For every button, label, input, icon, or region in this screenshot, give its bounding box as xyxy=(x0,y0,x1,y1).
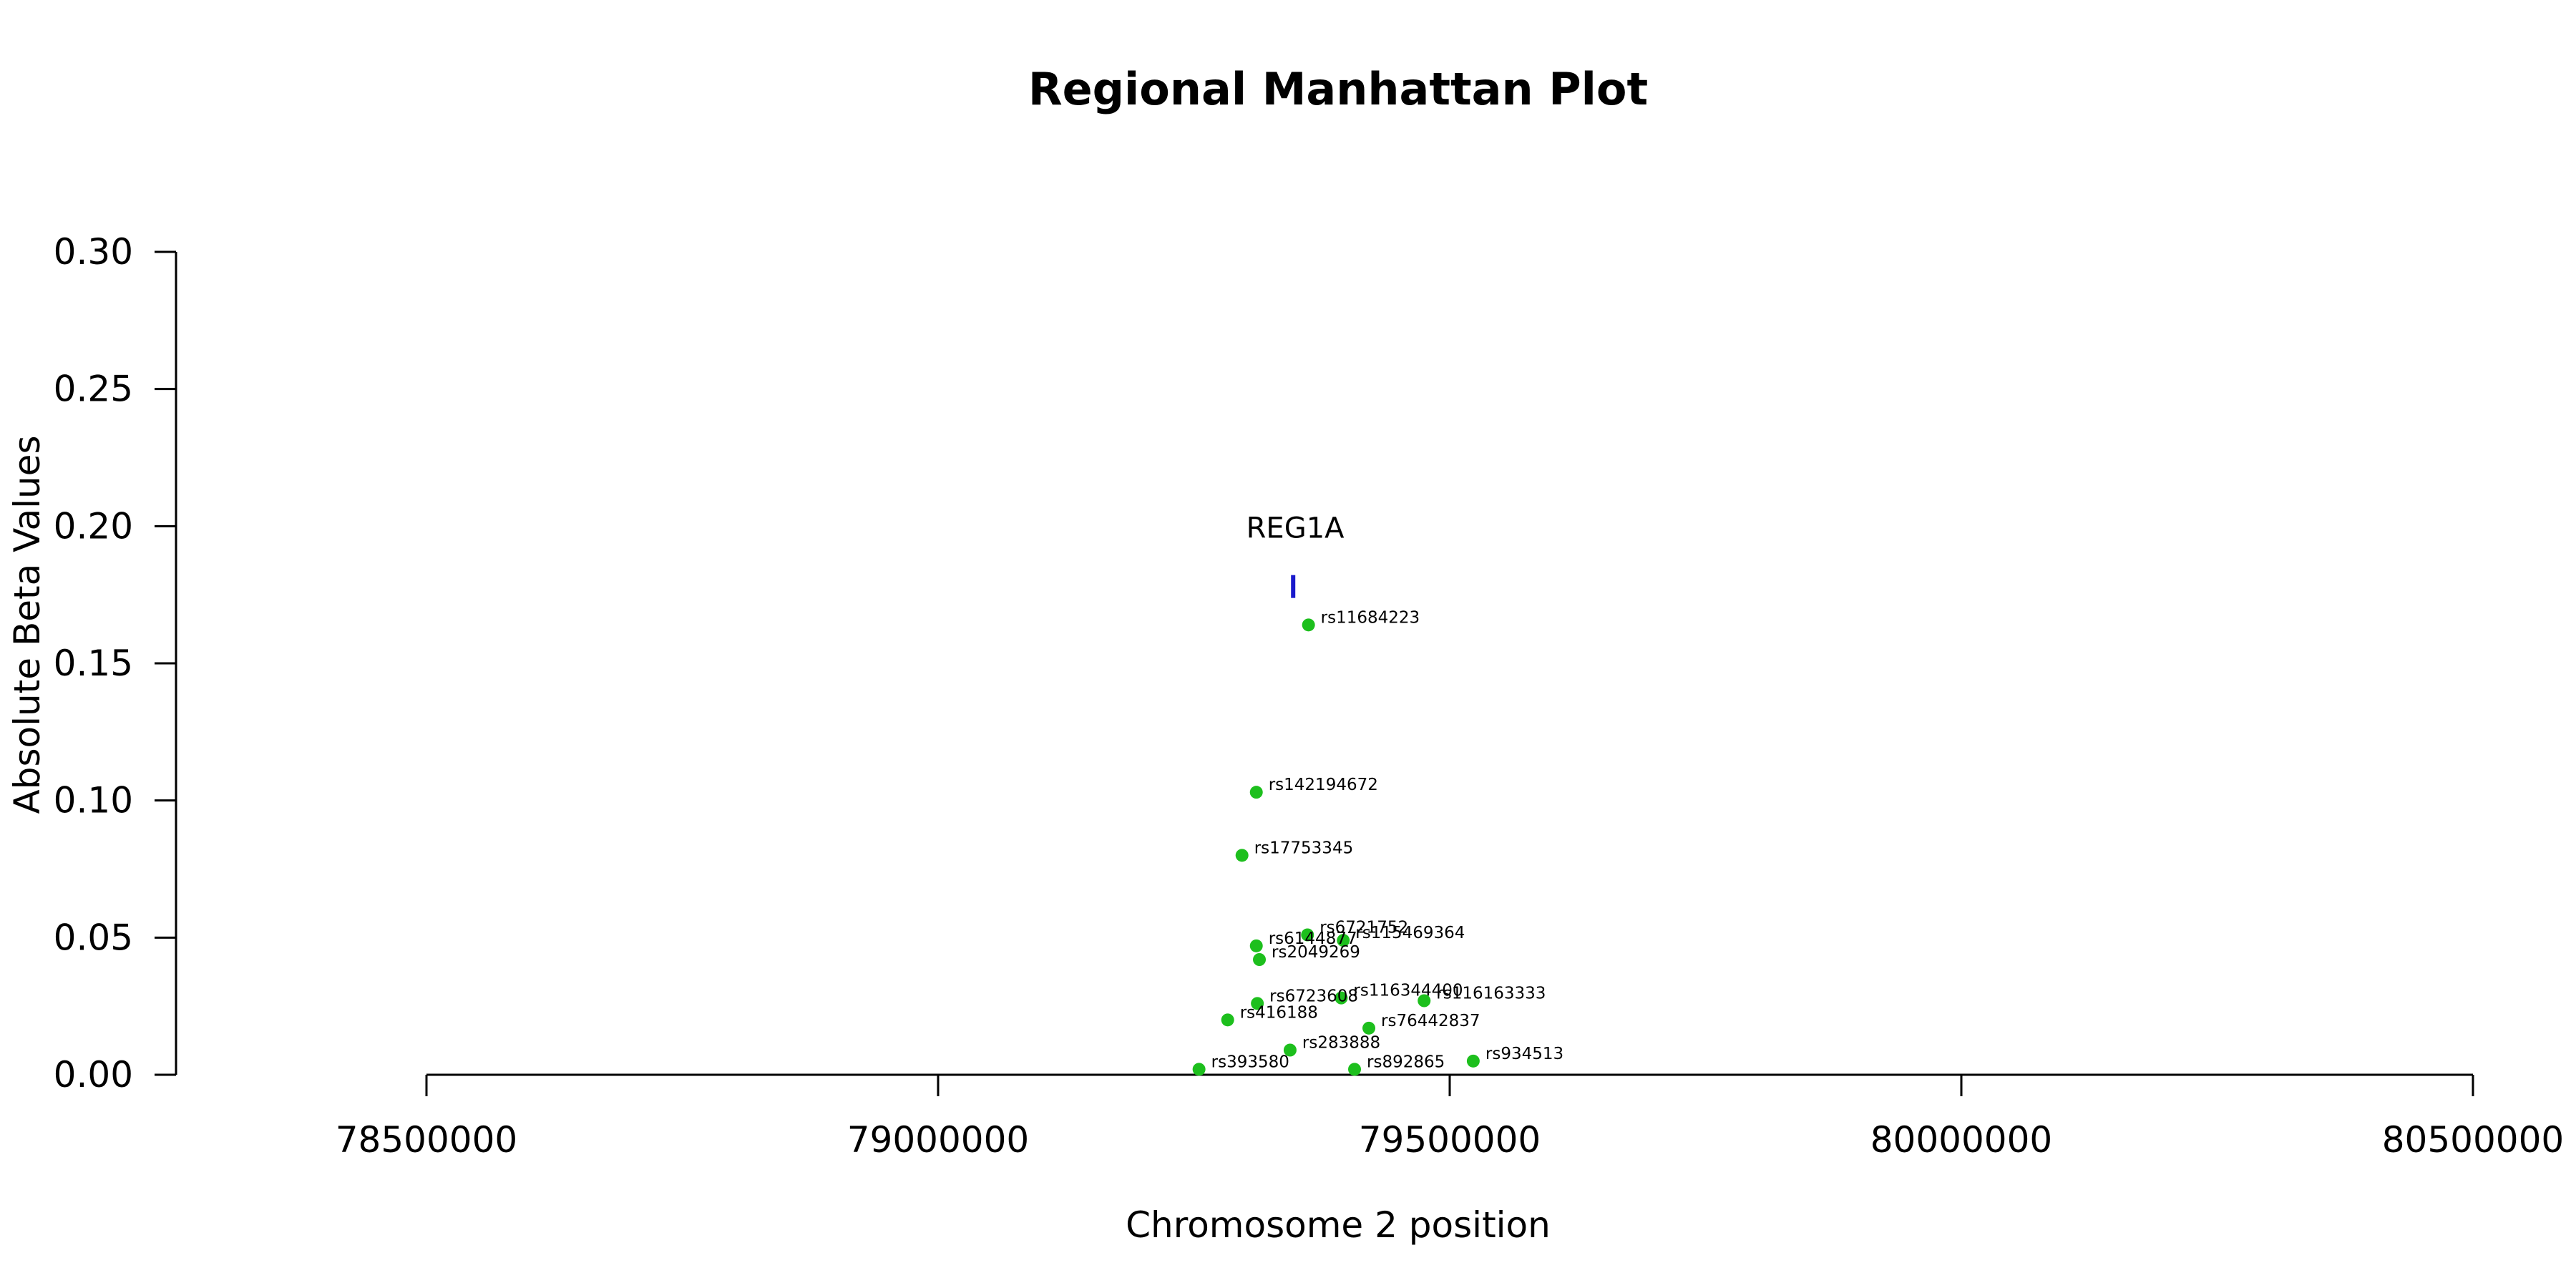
snp-label: rs6144877 xyxy=(1269,930,1357,948)
x-axis-label: Chromosome 2 position xyxy=(1126,1204,1551,1246)
snp-point xyxy=(1301,928,1314,942)
y-axis-label: Absolute Beta Values xyxy=(6,436,48,814)
snp-point xyxy=(1302,618,1315,632)
snp-point xyxy=(1235,849,1249,862)
snp-point xyxy=(1251,997,1264,1010)
y-tick-label: 0.25 xyxy=(54,369,133,410)
snp-label: rs6721752 xyxy=(1319,919,1408,937)
y-tick-label: 0.15 xyxy=(54,643,133,684)
snp-label: rs2049269 xyxy=(1272,943,1360,962)
snp-point xyxy=(1253,953,1267,966)
snp-label: rs142194672 xyxy=(1269,776,1378,794)
snp-label: rs283888 xyxy=(1302,1034,1380,1053)
y-tick-label: 0.05 xyxy=(54,917,133,958)
chart-title: Regional Manhattan Plot xyxy=(1028,63,1648,115)
x-tick-label: 80000000 xyxy=(1870,1119,2053,1161)
x-tick-label: 79000000 xyxy=(847,1119,1030,1161)
snp-point xyxy=(1283,1043,1297,1057)
y-tick-label: 0.00 xyxy=(54,1054,133,1096)
snp-label: rs116344400 xyxy=(1353,982,1463,1000)
y-tick-label: 0.20 xyxy=(54,505,133,547)
gene-label: REG1A xyxy=(1246,512,1345,545)
snp-point xyxy=(1335,991,1348,1005)
snp-label: rs6723608 xyxy=(1269,987,1358,1005)
snp-label: rs934513 xyxy=(1485,1045,1563,1063)
snp-label: rs393580 xyxy=(1211,1053,1289,1071)
y-tick-label: 0.10 xyxy=(54,780,133,821)
snp-label: rs892865 xyxy=(1367,1053,1445,1071)
snp-point xyxy=(1337,934,1350,947)
snp-point xyxy=(1249,939,1263,952)
snp-label: rs76442837 xyxy=(1381,1012,1480,1030)
gene-bar xyxy=(1291,575,1296,598)
x-tick-label: 79500000 xyxy=(1359,1119,1541,1161)
snp-point xyxy=(1192,1063,1206,1076)
snp-label: rs416188 xyxy=(1240,1003,1318,1022)
y-tick-label: 0.30 xyxy=(54,231,133,273)
snp-point xyxy=(1466,1054,1480,1068)
gene-track: REG1A xyxy=(1246,512,1345,598)
snp-label: rs115469364 xyxy=(1355,924,1465,942)
x-axis-ticks: 78500000 79000000 79500000 80000000 80500000 xyxy=(336,1075,2565,1161)
snp-label: rs17753345 xyxy=(1254,839,1354,857)
snp-label: rs116163333 xyxy=(1436,985,1546,1003)
x-tick-label: 78500000 xyxy=(336,1119,518,1161)
snp-point xyxy=(1249,786,1263,799)
x-tick-label: 80500000 xyxy=(2382,1119,2565,1161)
snp-points: rs11684223 rs142194672 rs17753345 rs6721752… xyxy=(1192,608,1563,1076)
snp-point xyxy=(1221,1013,1234,1027)
snp-point xyxy=(1418,994,1431,1008)
snp-point xyxy=(1348,1063,1362,1076)
snp-point xyxy=(1362,1021,1376,1035)
y-axis-ticks: 0.00 0.05 0.10 0.15 0.20 0.25 0.30 xyxy=(54,231,176,1096)
snp-label: rs11684223 xyxy=(1321,608,1420,627)
